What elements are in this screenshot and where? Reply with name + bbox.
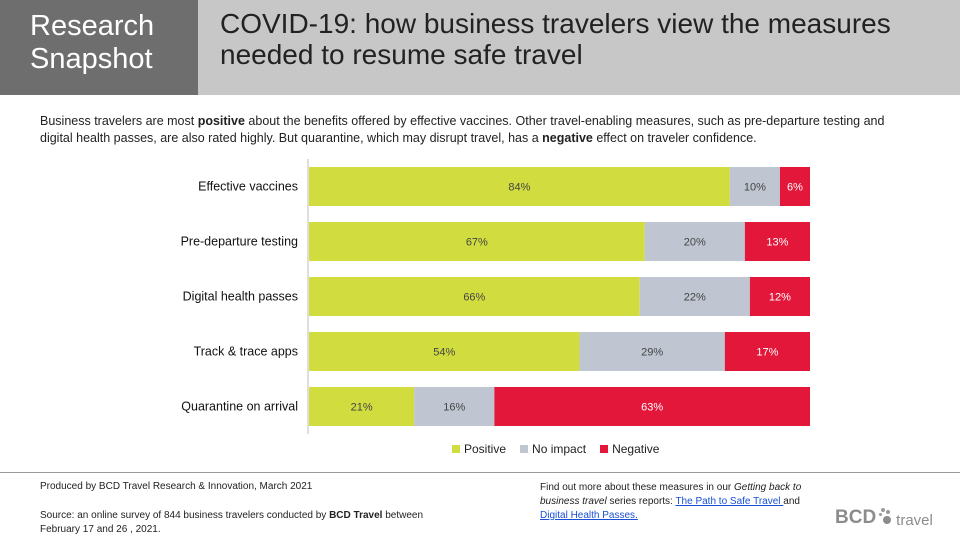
category-label: Quarantine on arrival	[181, 400, 298, 414]
snapshot-line-1: Research	[30, 10, 155, 42]
logo-dots-icon	[878, 507, 892, 529]
footer-divider	[0, 472, 960, 473]
category-label: Effective vaccines	[198, 180, 298, 194]
snapshot-line-2: Snapshot	[30, 43, 153, 75]
intro-part-3: effect on traveler confidence.	[592, 131, 757, 145]
intro-paragraph: Business travelers are most positive abo…	[40, 113, 920, 147]
intro-part-1: Business travelers are most	[40, 114, 198, 128]
legend-label-positive: Positive	[464, 442, 507, 456]
data-label-no-impact: 22%	[684, 292, 706, 304]
research-snapshot-box: Research Snapshot	[0, 0, 198, 95]
bar-positive	[309, 222, 645, 261]
findout-part-1: Find out more about these measures in ou…	[540, 482, 734, 493]
source-part-1: Source: an online survey of 844 business…	[40, 510, 330, 521]
findout-and: and	[783, 496, 800, 507]
legend-item-positive: Positive	[452, 442, 506, 456]
data-label-negative: 6%	[787, 182, 803, 194]
data-label-positive: 67%	[466, 237, 488, 249]
logo-brand-text: BCD	[835, 507, 877, 528]
bar-negative	[494, 387, 810, 426]
category-label: Digital health passes	[183, 290, 298, 304]
category-label: Pre-departure testing	[181, 235, 298, 249]
legend-swatch-negative	[600, 445, 609, 453]
intro-negative-word: negative	[542, 131, 593, 145]
data-label-no-impact: 10%	[744, 182, 766, 194]
intro-part-2: about the benefits offered by effective …	[40, 114, 885, 145]
source-bold-brand: BCD Travel	[329, 510, 383, 521]
legend-swatch-no-impact	[520, 445, 529, 453]
legend-swatch-positive	[452, 445, 460, 453]
data-label-positive: 54%	[433, 347, 455, 359]
title-line-2: needed to resume safe travel	[220, 39, 583, 70]
data-label-positive: 21%	[351, 402, 373, 414]
bar-no-impact	[639, 277, 750, 316]
intro-positive-word: positive	[197, 114, 245, 128]
bar-no-impact	[644, 222, 745, 261]
data-label-positive: 66%	[463, 292, 485, 304]
bar-no-impact	[414, 387, 495, 426]
title-line-1: COVID-19: how business travelers view th…	[220, 8, 891, 39]
bcd-travel-logo: BCD travel	[835, 503, 933, 529]
logo-travel-text: travel	[896, 512, 933, 529]
bar-negative	[749, 277, 810, 316]
data-label-no-impact: 20%	[684, 237, 706, 249]
source-note: Source: an online survey of 844 business…	[40, 509, 440, 537]
legend-item-negative: Negative	[600, 442, 659, 456]
bar-no-impact	[729, 167, 780, 206]
legend-label-no-impact: No impact	[532, 442, 587, 456]
bar-negative	[744, 222, 810, 261]
bar-positive	[309, 167, 730, 206]
bar-positive	[309, 332, 580, 371]
category-label: Track & trace apps	[194, 345, 298, 359]
data-label-no-impact: 16%	[443, 402, 465, 414]
findout-part-2: series reports:	[606, 496, 676, 507]
find-out-more-note: Find out more about these measures in ou…	[540, 481, 840, 523]
source-part-2: between February 17 and 26 , 2021.	[40, 510, 424, 535]
digital-health-passes-link[interactable]: Digital Health Passes.	[540, 510, 638, 521]
findout-series-name: Getting back to business travel	[540, 482, 802, 507]
bar-positive	[309, 277, 640, 316]
legend-item-no-impact: No impact	[520, 442, 586, 456]
data-label-negative: 13%	[766, 237, 788, 249]
bar-positive	[309, 387, 415, 426]
title-box: COVID-19: how business travelers view th…	[198, 0, 960, 95]
header: Research Snapshot COVID-19: how business…	[0, 0, 960, 95]
research-snapshot-label: Research Snapshot	[30, 10, 154, 76]
page-title: COVID-19: how business travelers view th…	[220, 8, 950, 70]
produced-by-note: Produced by BCD Travel Research & Innova…	[40, 481, 313, 492]
legend-label-negative: Negative	[612, 442, 660, 456]
data-label-no-impact: 29%	[641, 347, 663, 359]
data-label-negative: 17%	[756, 347, 778, 359]
chart-legend: Positive No impact Negative	[452, 441, 673, 457]
data-label-negative: 12%	[769, 292, 791, 304]
bar-no-impact	[579, 332, 725, 371]
bar-negative	[779, 167, 810, 206]
path-to-safe-travel-link[interactable]: The Path to Safe Travel	[675, 496, 784, 507]
bar-negative	[724, 332, 810, 371]
data-label-negative: 63%	[641, 402, 663, 414]
data-label-positive: 84%	[508, 182, 530, 194]
